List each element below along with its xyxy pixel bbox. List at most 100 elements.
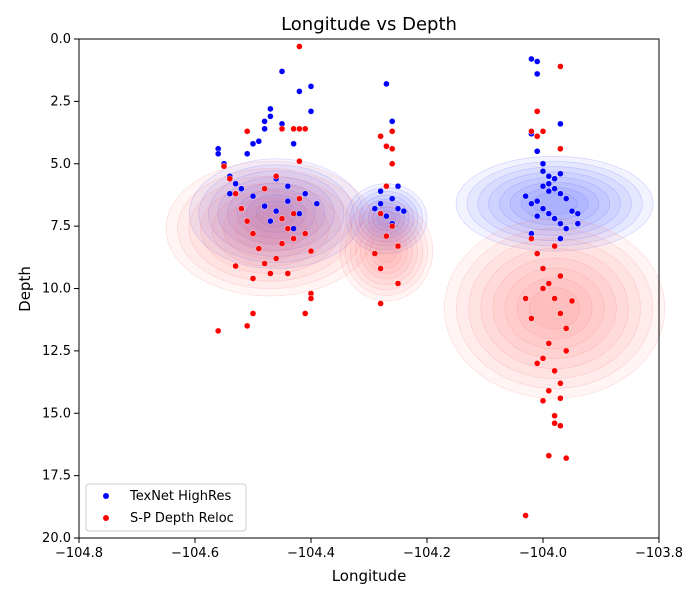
point-sp-depth-reloc — [377, 300, 384, 307]
x-tick-label: −104.8 — [55, 546, 103, 561]
point-sp-depth-reloc — [545, 387, 552, 394]
point-sp-depth-reloc — [383, 143, 390, 150]
point-sp-depth-reloc — [290, 125, 297, 133]
point-sp-depth-reloc — [522, 295, 529, 302]
point-texnet-highres — [545, 187, 552, 195]
legend-marker-texnet — [103, 493, 109, 499]
kde-contour — [188, 175, 353, 282]
x-tick-label: −104.4 — [287, 546, 335, 561]
point-texnet-highres — [383, 212, 390, 220]
point-texnet-highres — [249, 140, 257, 147]
point-texnet-highres — [273, 207, 280, 215]
y-tick-label: 0.0 — [50, 32, 71, 47]
point-sp-depth-reloc — [545, 452, 552, 459]
point-sp-depth-reloc — [557, 63, 564, 70]
point-sp-depth-reloc — [539, 285, 547, 292]
point-texnet-highres — [528, 200, 535, 207]
point-texnet-highres — [557, 235, 564, 242]
point-sp-depth-reloc — [214, 327, 222, 335]
legend-label-texnet: TexNet HighRes — [129, 489, 231, 504]
point-sp-depth-reloc — [563, 347, 570, 355]
point-sp-depth-reloc — [551, 412, 558, 419]
x-tick-label: −104.6 — [171, 546, 219, 561]
point-texnet-highres — [539, 160, 547, 167]
y-tick-label: 20.0 — [42, 531, 71, 546]
point-sp-depth-reloc — [377, 133, 384, 140]
point-texnet-highres — [214, 150, 222, 157]
point-texnet-highres — [539, 183, 547, 190]
point-sp-depth-reloc — [267, 270, 274, 277]
legend-marker-sp — [103, 515, 109, 521]
point-texnet-highres — [267, 105, 274, 113]
point-sp-depth-reloc — [528, 235, 535, 242]
point-texnet-highres — [278, 68, 286, 75]
point-sp-depth-reloc — [238, 205, 245, 212]
point-sp-depth-reloc — [290, 210, 297, 217]
point-sp-depth-reloc — [302, 125, 309, 133]
kde-contour — [177, 168, 364, 289]
point-sp-depth-reloc — [249, 310, 257, 317]
point-texnet-highres — [545, 173, 552, 180]
point-sp-depth-reloc — [243, 322, 251, 330]
point-texnet-highres — [539, 168, 547, 175]
point-texnet-highres — [307, 108, 315, 115]
point-texnet-highres — [389, 118, 396, 125]
scatter-points — [214, 43, 581, 519]
kde-contour — [455, 155, 654, 252]
y-tick-label: 15.0 — [42, 406, 71, 421]
y-tick-label: 2.5 — [50, 94, 71, 109]
point-sp-depth-reloc — [534, 108, 541, 115]
point-texnet-highres — [313, 200, 320, 207]
point-sp-depth-reloc — [551, 367, 558, 375]
kde-contour — [488, 171, 621, 236]
point-texnet-highres — [574, 210, 581, 217]
point-texnet-highres — [534, 197, 541, 205]
y-axis-ticks: 0.0 2.5 5.0 7.5 10.0 12.5 15.0 17.5 20.0 — [42, 32, 79, 546]
point-sp-depth-reloc — [278, 215, 286, 222]
point-sp-depth-reloc — [307, 295, 315, 302]
point-sp-depth-reloc — [296, 158, 303, 165]
point-texnet-highres — [296, 88, 303, 95]
y-tick-label: 5.0 — [50, 157, 71, 172]
point-sp-depth-reloc — [290, 235, 297, 242]
point-sp-depth-reloc — [255, 245, 262, 252]
point-texnet-highres — [539, 205, 547, 212]
point-texnet-highres — [267, 217, 274, 225]
point-texnet-highres — [261, 118, 268, 125]
point-sp-depth-reloc — [563, 454, 570, 462]
point-sp-depth-reloc — [534, 250, 541, 257]
point-sp-depth-reloc — [568, 297, 576, 305]
point-sp-depth-reloc — [377, 265, 384, 272]
point-texnet-highres — [557, 190, 564, 197]
point-texnet-highres — [290, 225, 297, 232]
y-tick-label: 7.5 — [50, 219, 71, 234]
point-sp-depth-reloc — [226, 175, 234, 182]
point-texnet-highres — [545, 210, 552, 217]
kde-contour — [516, 277, 593, 340]
x-axis-ticks: −104.8 −104.6 −104.4 −104.2 −104.0 −103.8 — [55, 538, 683, 561]
point-texnet-highres — [232, 180, 239, 187]
kde-contour — [456, 228, 653, 389]
point-texnet-highres — [238, 185, 245, 192]
point-texnet-highres — [255, 138, 262, 145]
point-sp-depth-reloc — [389, 160, 396, 167]
point-sp-depth-reloc — [545, 340, 552, 347]
point-sp-depth-reloc — [284, 225, 291, 232]
point-texnet-highres — [528, 55, 535, 63]
point-sp-depth-reloc — [383, 183, 390, 190]
y-tick-label: 10.0 — [42, 282, 71, 297]
point-sp-depth-reloc — [534, 360, 541, 367]
point-texnet-highres — [383, 80, 390, 88]
point-sp-depth-reloc — [261, 185, 268, 192]
point-sp-depth-reloc — [557, 272, 564, 280]
point-sp-depth-reloc — [557, 145, 564, 152]
point-texnet-highres — [307, 83, 315, 90]
legend-box — [85, 483, 247, 532]
point-sp-depth-reloc — [296, 43, 303, 50]
point-texnet-highres — [243, 150, 251, 157]
point-texnet-highres — [557, 120, 564, 128]
point-sp-depth-reloc — [534, 133, 541, 140]
point-sp-depth-reloc — [273, 255, 280, 262]
point-texnet-highres — [563, 195, 570, 202]
